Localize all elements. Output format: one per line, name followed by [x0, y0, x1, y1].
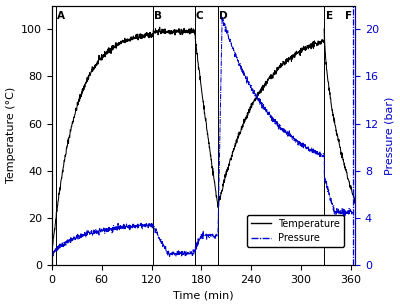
Text: B: B	[154, 11, 162, 21]
Text: F: F	[344, 11, 352, 21]
Text: C: C	[196, 11, 204, 21]
Y-axis label: Pressure (bar): Pressure (bar)	[384, 96, 394, 174]
Y-axis label: Temperature (°C): Temperature (°C)	[6, 87, 16, 184]
Text: D: D	[219, 11, 228, 21]
X-axis label: Time (min): Time (min)	[173, 290, 234, 300]
Text: E: E	[326, 11, 333, 21]
Legend: Temperature, Pressure: Temperature, Pressure	[247, 215, 344, 247]
Text: A: A	[57, 11, 65, 21]
